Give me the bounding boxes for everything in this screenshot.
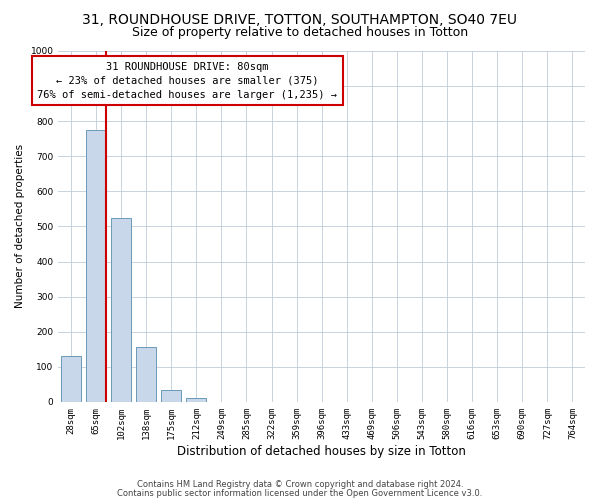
Y-axis label: Number of detached properties: Number of detached properties: [15, 144, 25, 308]
Text: Contains HM Land Registry data © Crown copyright and database right 2024.: Contains HM Land Registry data © Crown c…: [137, 480, 463, 489]
Bar: [111, 218, 131, 402]
X-axis label: Distribution of detached houses by size in Totton: Distribution of detached houses by size …: [177, 444, 466, 458]
Text: 31 ROUNDHOUSE DRIVE: 80sqm
← 23% of detached houses are smaller (375)
76% of sem: 31 ROUNDHOUSE DRIVE: 80sqm ← 23% of deta…: [37, 62, 337, 100]
Bar: [136, 348, 156, 402]
Bar: [187, 398, 206, 402]
Text: Contains public sector information licensed under the Open Government Licence v3: Contains public sector information licen…: [118, 489, 482, 498]
Text: Size of property relative to detached houses in Totton: Size of property relative to detached ho…: [132, 26, 468, 39]
Text: 31, ROUNDHOUSE DRIVE, TOTTON, SOUTHAMPTON, SO40 7EU: 31, ROUNDHOUSE DRIVE, TOTTON, SOUTHAMPTO…: [83, 12, 517, 26]
Bar: [86, 130, 106, 402]
Bar: [61, 356, 81, 402]
Bar: [161, 390, 181, 402]
